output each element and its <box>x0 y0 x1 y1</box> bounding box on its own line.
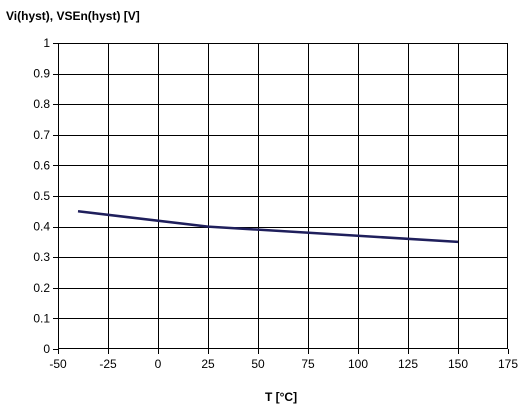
x-tick-label: 100 <box>348 357 368 371</box>
y-tick-label: 0.2 <box>33 281 50 295</box>
x-tick-label: 0 <box>155 357 162 371</box>
x-tick-label: 75 <box>301 357 315 371</box>
series-layer <box>77 210 459 244</box>
x-tick-label: 25 <box>201 357 215 371</box>
y-tick-label: 0.5 <box>33 189 50 203</box>
x-tick-labels: -50 -25 0 25 50 75 100 125 150 175 <box>49 357 518 371</box>
y-tick-label: 0.6 <box>33 158 50 172</box>
plot-border <box>58 43 508 349</box>
x-tick-label: 50 <box>251 357 265 371</box>
y-axis-title: Vi(hyst), VSEn(hyst) [V] <box>6 9 140 23</box>
plot-grid <box>58 43 508 349</box>
y-tick-label: 1 <box>43 36 50 50</box>
y-tick-label: 0.1 <box>33 311 50 325</box>
y-tick-label: 0.7 <box>33 128 50 142</box>
y-tick-labels: 0 0.1 0.2 0.3 0.4 0.5 0.6 0.7 0.8 0.9 1 <box>33 36 50 356</box>
x-tick-label: 175 <box>498 357 518 371</box>
y-tick-label: 0.3 <box>33 250 50 264</box>
plot-frame <box>53 43 509 354</box>
x-tick-label: 125 <box>398 357 418 371</box>
y-tick-label: 0.4 <box>33 220 50 234</box>
y-tick-label: 0.8 <box>33 97 50 111</box>
x-tick-label: -25 <box>99 357 117 371</box>
x-tick-label: -50 <box>49 357 67 371</box>
series-line <box>77 210 459 244</box>
x-tick-label: 150 <box>448 357 468 371</box>
y-tick-label: 0 <box>43 342 50 356</box>
y-tick-label: 0.9 <box>33 67 50 81</box>
x-axis-title: T [°C] <box>265 390 297 404</box>
